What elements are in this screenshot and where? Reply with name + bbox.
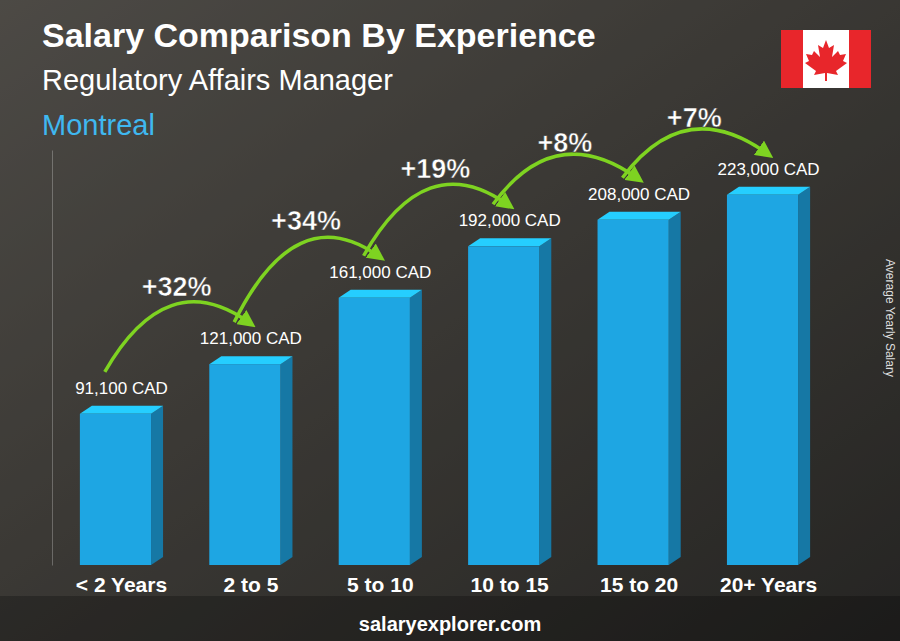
growth-arrow xyxy=(105,302,249,372)
bar xyxy=(598,220,669,565)
data-label: 223,000 CAD xyxy=(717,160,819,179)
bar-top xyxy=(209,356,292,364)
bar-side xyxy=(539,238,551,565)
x-tick-label: 5 to 10 xyxy=(347,573,414,596)
x-tick-label: 2 to 5 xyxy=(223,573,278,596)
x-tick-label: 20+ Years xyxy=(720,573,817,596)
flag-leaf xyxy=(805,40,847,81)
x-axis-line xyxy=(61,565,831,566)
footer-band xyxy=(0,596,900,641)
growth-label: +19% xyxy=(401,154,471,184)
annotations: +32% +34% +19% +8% +7% xyxy=(105,103,766,372)
growth-arrow xyxy=(622,129,766,178)
x-tick: 10 to 15 xyxy=(471,565,550,596)
bar xyxy=(339,298,410,565)
bar-top xyxy=(598,212,681,220)
y-axis-line xyxy=(52,151,53,566)
bar-side xyxy=(280,356,292,565)
y-axis xyxy=(52,151,53,566)
subtitle: Regulatory Affairs Manager xyxy=(42,64,393,96)
chart: < 2 Years 2 to 5 5 to 10 10 to 15 15 to 20 20… xyxy=(0,0,900,641)
flag-band xyxy=(781,30,803,88)
bar-side xyxy=(798,187,810,565)
data-label: 161,000 CAD xyxy=(329,263,431,282)
x-tick: 20+ Years xyxy=(720,565,817,596)
bar xyxy=(80,414,151,565)
bar-top xyxy=(80,406,163,414)
x-tick-label: 10 to 15 xyxy=(471,573,550,596)
bar-side xyxy=(410,290,422,565)
x-tick: 15 to 20 xyxy=(600,565,678,596)
title: Salary Comparison By Experience xyxy=(42,16,596,54)
bar xyxy=(468,246,539,565)
bar-side xyxy=(151,406,163,565)
data-labels: 91,100 CAD 121,000 CAD 161,000 CAD 192,000 … xyxy=(75,160,819,398)
growth-label: +32% xyxy=(142,272,212,302)
location: Montreal xyxy=(42,109,155,141)
flag xyxy=(781,30,871,88)
bar-top xyxy=(727,187,810,195)
background-overlay xyxy=(0,0,900,641)
bar-side xyxy=(669,212,681,565)
data-label: 192,000 CAD xyxy=(459,211,561,230)
growth-label: +8% xyxy=(537,128,592,158)
bar-top xyxy=(468,238,551,246)
growth-arrow xyxy=(493,154,637,204)
x-axis: < 2 Years 2 to 5 5 to 10 10 to 15 15 to 20 20… xyxy=(61,565,831,596)
growth-label: +34% xyxy=(271,206,341,236)
data-label: 121,000 CAD xyxy=(200,329,302,348)
bars xyxy=(80,187,810,565)
bar-top xyxy=(339,290,422,298)
footer: salaryexplorer.com xyxy=(359,613,541,635)
x-tick: 5 to 10 xyxy=(347,565,414,596)
background xyxy=(0,0,900,641)
bar xyxy=(209,364,280,565)
x-tick-label: 15 to 20 xyxy=(600,573,678,596)
y-axis-title: Average Yearly Salary xyxy=(883,259,897,377)
flag-field xyxy=(781,30,871,88)
flag-band xyxy=(849,30,871,88)
x-tick: < 2 Years xyxy=(76,565,167,596)
growth-arrow xyxy=(234,237,378,322)
bar xyxy=(727,195,798,565)
growth-arrow xyxy=(364,184,508,256)
x-tick: 2 to 5 xyxy=(223,565,278,596)
data-label: 91,100 CAD xyxy=(75,379,168,398)
x-tick-label: < 2 Years xyxy=(76,573,167,596)
data-label: 208,000 CAD xyxy=(588,185,690,204)
growth-label: +7% xyxy=(667,103,722,133)
